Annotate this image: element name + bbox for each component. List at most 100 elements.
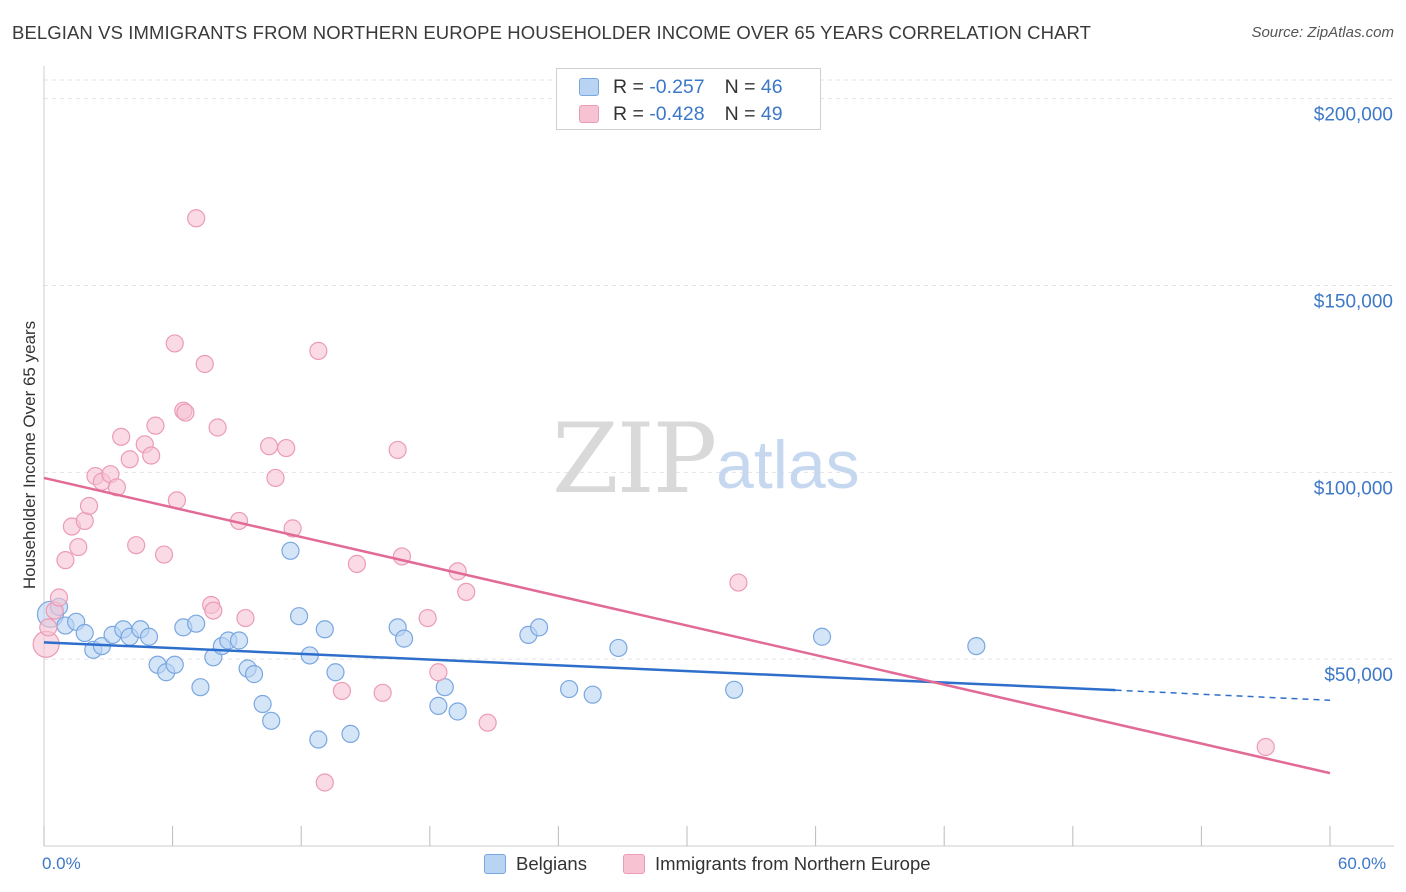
belgians-legend-label: Belgians: [516, 853, 587, 874]
belgians-swatch: [579, 78, 599, 96]
y-tick-label: $150,000: [1314, 292, 1393, 313]
belgians-point: [187, 614, 206, 633]
immigrants-point: [266, 468, 285, 488]
immigrants-swatch: [579, 105, 599, 123]
belgians-point: [583, 685, 602, 704]
trend-lines: [43, 476, 1331, 775]
belgians-point: [229, 631, 249, 650]
belgians-point: [315, 620, 334, 639]
belgians-point: [262, 711, 281, 730]
immigrants-legend-label: Immigrants from Northern Europe: [655, 853, 931, 874]
belgians-point: [530, 618, 549, 637]
immigrants-point: [69, 537, 88, 557]
belgians-point: [165, 655, 184, 674]
y-tick-label: $200,000: [1314, 105, 1393, 126]
immigrants-point: [418, 608, 437, 628]
immigrants-point: [283, 519, 302, 538]
legend-row-immigrants: R = -0.428 N = 49: [579, 101, 783, 127]
immigrants-point: [39, 618, 58, 637]
belgians-point: [191, 678, 210, 697]
immigrants-point: [347, 554, 367, 573]
belgians-point: [309, 730, 328, 749]
belgians-point: [281, 541, 300, 560]
immigrants-point: [208, 418, 227, 437]
immigrants-point: [259, 437, 279, 456]
belgians-point: [75, 623, 94, 643]
immigrants-point: [127, 536, 146, 555]
legend-r-label: R =: [613, 102, 644, 125]
belgians-trend-extension: [1115, 689, 1331, 702]
y-axis-title: Householder Income Over 65 years: [20, 321, 39, 589]
y-tick-label: $50,000: [1324, 665, 1393, 686]
immigrants-point: [332, 681, 352, 701]
source-label: Source: ZipAtlas.com: [1251, 24, 1394, 41]
legend-n-value: 49: [760, 102, 783, 125]
immigrants-point: [195, 354, 214, 374]
belgians-legend-swatch: [484, 854, 506, 874]
belgians-point: [435, 678, 454, 697]
immigrants-point: [79, 496, 99, 516]
axes: [43, 66, 1394, 847]
immigrants-point: [165, 334, 184, 353]
immigrants-point: [142, 446, 161, 465]
immigrants-point: [49, 588, 69, 607]
immigrants-point: [388, 440, 407, 460]
x-tick-label: 60.0%: [1338, 854, 1386, 873]
immigrants-point: [146, 416, 165, 435]
belgians-point: [244, 665, 264, 684]
belgians-point: [429, 696, 448, 715]
grid-lines: [44, 79, 1394, 660]
belgians-point: [394, 629, 414, 648]
immigrants-point: [429, 663, 448, 682]
belgians-point: [725, 680, 744, 699]
immigrants-point: [154, 545, 174, 564]
immigrants-point: [315, 773, 334, 792]
immigrants-point: [729, 573, 748, 592]
immigrants-point: [56, 551, 75, 570]
immigrants-point: [176, 403, 195, 422]
immigrants-point: [309, 341, 328, 361]
belgians-point: [326, 663, 345, 682]
y-tick-label: $100,000: [1314, 478, 1393, 499]
belgians-point: [289, 607, 309, 626]
immigrants-point: [478, 713, 497, 732]
legend-r-label: R =: [613, 75, 644, 98]
immigrants-point: [112, 427, 131, 446]
belgians-point: [139, 627, 159, 646]
belgians-point: [967, 636, 986, 656]
immigrants-point: [373, 683, 392, 702]
chart-title: BELGIAN VS IMMIGRANTS FROM NORTHERN EURO…: [12, 22, 1092, 43]
watermark-atlas: atlas: [716, 427, 860, 503]
immigrants-point: [277, 438, 296, 458]
x-tick-label: 0.0%: [42, 854, 81, 873]
belgians-point: [609, 638, 628, 658]
immigrants-legend-swatch: [623, 854, 645, 874]
immigrants-trend-line: [43, 476, 1331, 775]
legend-n-value: 46: [760, 75, 783, 98]
immigrants-point: [236, 608, 255, 628]
legend-n-label: N =: [724, 102, 756, 125]
legend-r-value: -0.428: [649, 102, 705, 125]
immigrants-point: [1256, 737, 1275, 757]
immigrants-point: [75, 511, 94, 531]
belgians-point: [560, 679, 579, 699]
belgians-point: [448, 702, 467, 721]
watermark: ZIP atlas: [552, 403, 860, 515]
immigrants-point: [204, 601, 223, 620]
legend-item-belgians[interactable]: Belgians: [484, 851, 587, 877]
immigrants-point: [187, 209, 206, 228]
axis-labels: $50,000 $100,000 $150,000 $200,000 0.0% 60.0%: [42, 105, 1393, 873]
belgians-point: [253, 694, 272, 714]
immigrants-point: [120, 450, 139, 469]
legend-n-label: N =: [724, 75, 756, 98]
data-points: [32, 209, 1275, 792]
belgians-point: [341, 724, 360, 744]
legend-item-immigrants[interactable]: Immigrants from Northern Europe: [623, 851, 931, 877]
legend-r-value: -0.257: [649, 75, 705, 98]
immigrants-point: [457, 582, 476, 602]
legend-row-belgians: R = -0.257 N = 46: [579, 74, 783, 100]
watermark-zip: ZIP: [552, 403, 715, 515]
belgians-point: [812, 627, 832, 646]
